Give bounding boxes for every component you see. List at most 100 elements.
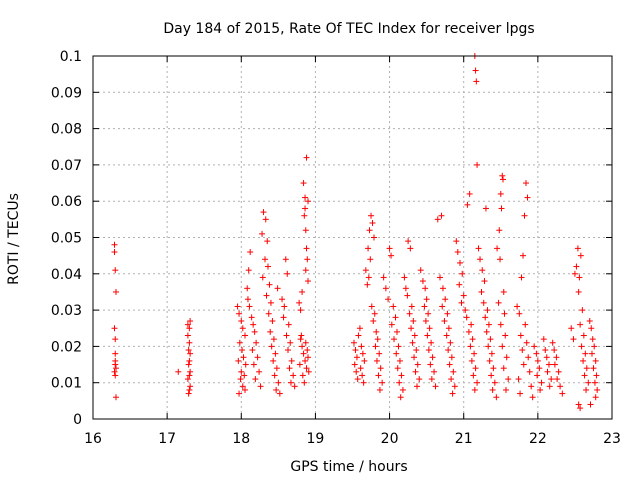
- y-tick-label: 0.01: [51, 376, 82, 392]
- data-point: [263, 292, 270, 299]
- data-point: [302, 194, 309, 201]
- data-point: [399, 386, 406, 393]
- data-point: [112, 394, 119, 401]
- data-point: [185, 361, 192, 368]
- data-point: [469, 336, 476, 343]
- data-point: [185, 390, 192, 397]
- data-point: [468, 357, 475, 364]
- data-point: [591, 343, 598, 350]
- data-point: [444, 310, 451, 317]
- data-point: [537, 386, 544, 393]
- data-point: [447, 339, 454, 346]
- data-point: [186, 325, 193, 332]
- data-point: [588, 350, 595, 357]
- data-point: [429, 354, 436, 361]
- data-point: [468, 321, 475, 328]
- data-point: [375, 372, 382, 379]
- data-point: [425, 310, 432, 317]
- y-tick-label: 0.07: [51, 158, 82, 174]
- data-point: [432, 383, 439, 390]
- data-point: [580, 332, 587, 339]
- data-point: [496, 227, 503, 234]
- data-point: [382, 285, 389, 292]
- data-point: [474, 161, 481, 168]
- data-point: [526, 368, 533, 375]
- data-point: [485, 343, 492, 350]
- data-point: [422, 285, 429, 292]
- data-point: [254, 354, 261, 361]
- data-point: [256, 368, 263, 375]
- data-point: [392, 314, 399, 321]
- data-point: [373, 328, 380, 335]
- data-point: [577, 405, 584, 412]
- data-point: [414, 383, 421, 390]
- data-point: [422, 317, 429, 324]
- data-point: [404, 292, 411, 299]
- data-point: [354, 376, 361, 383]
- data-point: [264, 238, 271, 245]
- data-point: [371, 310, 378, 317]
- x-tick-label: 21: [455, 431, 473, 447]
- data-point: [259, 274, 266, 281]
- data-point: [544, 368, 551, 375]
- data-point: [446, 361, 453, 368]
- data-point: [371, 234, 378, 241]
- data-point: [365, 274, 372, 281]
- data-point: [288, 357, 295, 364]
- data-point: [407, 245, 414, 252]
- data-point: [184, 321, 191, 328]
- y-tick-label: 0.08: [51, 122, 82, 138]
- data-point: [545, 361, 552, 368]
- data-point: [487, 336, 494, 343]
- data-point: [386, 245, 393, 252]
- data-point: [279, 296, 286, 303]
- data-point: [576, 274, 583, 281]
- data-point: [385, 296, 392, 303]
- data-point: [520, 252, 527, 259]
- data-point: [462, 307, 469, 314]
- data-point: [583, 365, 590, 372]
- data-point: [398, 372, 405, 379]
- data-point: [275, 379, 282, 386]
- y-tick-label: 0.05: [51, 231, 82, 247]
- data-point: [448, 376, 455, 383]
- data-point: [467, 343, 474, 350]
- x-tick-label: 16: [84, 431, 102, 447]
- chart-title: Day 184 of 2015, Rate Of TEC Index for r…: [163, 21, 534, 37]
- data-point: [580, 357, 587, 364]
- data-point: [359, 350, 366, 357]
- y-tick-label: 0: [73, 412, 82, 428]
- data-point: [391, 336, 398, 343]
- data-point: [236, 339, 243, 346]
- data-point: [186, 372, 193, 379]
- data-point: [505, 376, 512, 383]
- data-point: [302, 205, 309, 212]
- data-point: [260, 209, 267, 216]
- data-point: [267, 299, 274, 306]
- data-point: [305, 198, 312, 205]
- data-point: [590, 365, 597, 372]
- data-point: [250, 361, 257, 368]
- data-point: [540, 336, 547, 343]
- data-point: [413, 347, 420, 354]
- data-point: [583, 386, 590, 393]
- data-point: [528, 383, 535, 390]
- data-point: [393, 350, 400, 357]
- data-point: [426, 325, 433, 332]
- data-point: [514, 303, 521, 310]
- data-point: [303, 365, 310, 372]
- data-point: [412, 368, 419, 375]
- data-point: [439, 285, 446, 292]
- data-point: [365, 245, 372, 252]
- data-point: [235, 357, 242, 364]
- x-tick-label: 19: [307, 431, 325, 447]
- data-points: [111, 53, 601, 412]
- data-point: [500, 176, 507, 183]
- data-point: [498, 205, 505, 212]
- data-point: [499, 172, 506, 179]
- data-point: [268, 343, 275, 350]
- data-point: [187, 350, 194, 357]
- data-point: [302, 357, 309, 364]
- data-point: [471, 386, 478, 393]
- data-point: [247, 249, 254, 256]
